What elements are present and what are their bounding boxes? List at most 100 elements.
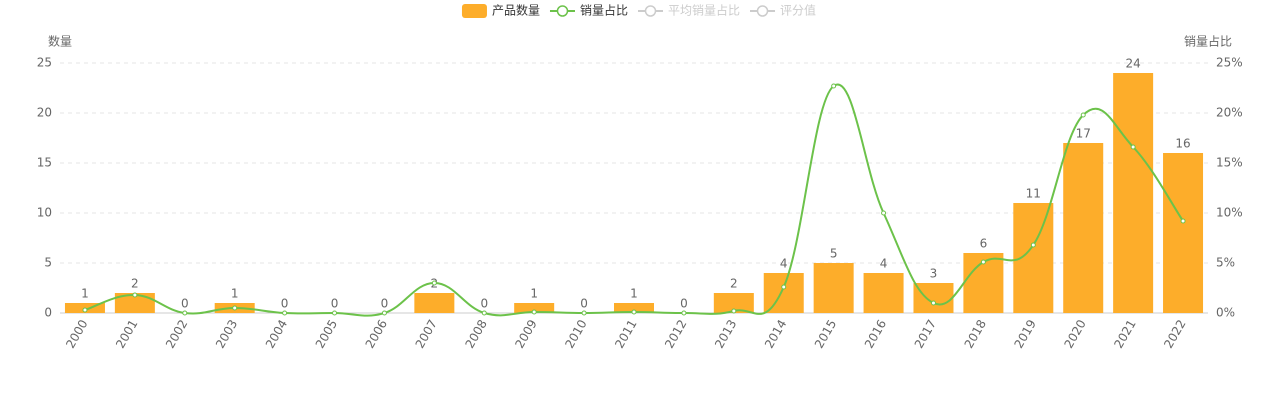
- line-point: [881, 210, 887, 216]
- x-tick-label: 2017: [912, 317, 939, 350]
- bar: [713, 293, 754, 313]
- y2-tick-label: 20%: [1216, 106, 1243, 120]
- x-tick-label: 2022: [1161, 317, 1188, 350]
- data-label: 17: [1076, 127, 1091, 141]
- x-tick-label: 2020: [1061, 317, 1088, 350]
- line-point: [431, 280, 437, 286]
- line: [84, 83, 1184, 317]
- bar: [1113, 73, 1154, 313]
- data-label: 2: [131, 277, 139, 291]
- x-tick-label: 2015: [812, 317, 839, 350]
- y2-tick-label: 25%: [1216, 56, 1243, 70]
- x-tick-label: 2002: [163, 317, 190, 350]
- line-point: [332, 310, 338, 316]
- data-label: 1: [630, 287, 638, 301]
- x-tick-label: 2007: [413, 317, 440, 350]
- data-label: 0: [480, 297, 488, 311]
- data-label: 16: [1175, 137, 1190, 151]
- bar: [813, 263, 854, 313]
- bar: [1163, 153, 1204, 313]
- data-label: 3: [930, 267, 938, 281]
- x-tick-label: 2014: [762, 317, 789, 350]
- legend-item[interactable]: 产品数量: [461, 3, 540, 19]
- line-point: [581, 310, 587, 316]
- line-point: [681, 310, 687, 316]
- data-label: 1: [231, 287, 239, 301]
- data-label: 11: [1026, 187, 1041, 201]
- x-tick-label: 2011: [612, 317, 639, 350]
- data-label: 0: [181, 297, 189, 311]
- x-tick-label: 2003: [213, 317, 240, 350]
- legend-label: 评分值: [780, 3, 816, 18]
- y-tick-label: 15: [37, 156, 52, 170]
- legend-item[interactable]: 销量占比: [549, 3, 628, 18]
- legend-label: 产品数量: [492, 3, 540, 18]
- y-tick-label: 25: [37, 56, 52, 70]
- line-point: [930, 300, 936, 306]
- x-tick-label: 2008: [462, 317, 489, 350]
- x-tick-label: 2009: [512, 317, 539, 350]
- bar: [763, 273, 804, 313]
- line-point: [831, 83, 837, 89]
- line-point: [182, 310, 188, 316]
- bar: [514, 303, 555, 313]
- line-point: [631, 309, 637, 315]
- line-point: [132, 292, 138, 298]
- data-label: 5: [830, 247, 838, 261]
- legend-swatch: [461, 4, 487, 18]
- x-tick-label: 2010: [562, 317, 589, 350]
- data-label: 2: [730, 277, 738, 291]
- bar: [863, 273, 904, 313]
- line-point: [481, 310, 487, 316]
- x-tick-label: 2016: [862, 317, 889, 350]
- x-tick-label: 2001: [113, 317, 140, 350]
- y-axis-label: 数量: [48, 34, 72, 49]
- data-label: 24: [1125, 57, 1140, 71]
- y-tick-label: 20: [37, 106, 52, 120]
- bar: [414, 293, 455, 313]
- legend-label: 平均销量占比: [668, 3, 740, 18]
- line-point: [1180, 218, 1186, 224]
- legend-swatch-point: [556, 5, 569, 17]
- legend: 产品数量 销量占比 平均销量占比 评分值: [461, 3, 816, 19]
- y2-tick-label: 5%: [1216, 256, 1235, 270]
- legend-item[interactable]: 评分值: [750, 3, 816, 18]
- bar: [614, 303, 654, 313]
- line-point: [1130, 144, 1136, 150]
- x-tick-label: 2012: [662, 317, 689, 350]
- data-label: 0: [381, 297, 389, 311]
- x-tick-label: 2019: [1012, 317, 1039, 350]
- line-point: [381, 310, 387, 316]
- line-point: [531, 309, 537, 315]
- line-point: [1080, 112, 1086, 118]
- data-label: 0: [580, 297, 588, 311]
- y2-axis-label: 销量占比: [1184, 34, 1232, 49]
- y2-tick-label: 15%: [1216, 156, 1243, 170]
- y-tick-label: 10: [37, 206, 52, 220]
- x-tick-label: 2021: [1111, 317, 1138, 350]
- x-tick-label: 2013: [712, 317, 739, 350]
- bar: [114, 293, 155, 313]
- legend-item[interactable]: 平均销量占比: [638, 3, 740, 18]
- data-label: 1: [81, 287, 89, 301]
- y-tick-label: 0: [44, 306, 52, 320]
- line-point: [731, 308, 737, 314]
- x-tick-label: 2000: [63, 317, 90, 350]
- bar: [913, 283, 954, 313]
- data-label: 4: [880, 257, 888, 271]
- legend-label: 销量占比: [580, 3, 628, 18]
- legend-swatch-point: [756, 5, 769, 17]
- legend-swatch-point: [644, 5, 657, 17]
- y2-tick-label: 0%: [1216, 306, 1235, 320]
- y-tick-label: 5: [44, 256, 52, 270]
- x-tick-label: 2006: [363, 317, 390, 350]
- line-point: [232, 305, 238, 311]
- line-point: [282, 310, 288, 316]
- data-label: 0: [680, 297, 688, 311]
- data-label: 6: [980, 237, 988, 251]
- x-tick-label: 2004: [263, 317, 290, 350]
- data-label: 0: [281, 297, 289, 311]
- data-label: 1: [530, 287, 538, 301]
